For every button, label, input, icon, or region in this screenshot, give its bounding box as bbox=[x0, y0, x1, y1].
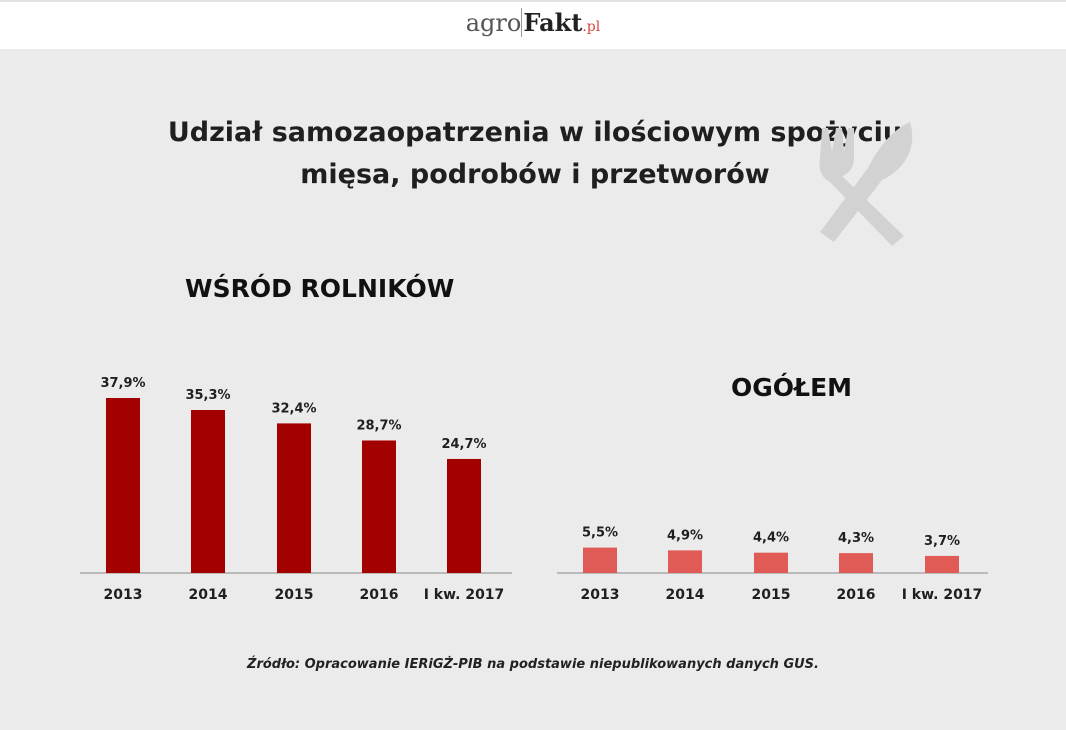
total-value-label-1: 4,9% bbox=[667, 528, 703, 543]
farmers-value-label-0: 37,9% bbox=[100, 376, 145, 391]
farmers-bar-0 bbox=[106, 398, 140, 573]
total-category-label-3: 2016 bbox=[837, 587, 876, 603]
farmers-category-label-0: 2013 bbox=[104, 587, 143, 603]
source-note: Źródło: Opracowanie IERiGŻ-PIB na podsta… bbox=[247, 657, 819, 672]
total-value-label-2: 4,4% bbox=[753, 531, 789, 546]
logo-part-fakt: Fakt bbox=[521, 8, 583, 37]
right-chart-title: OGÓŁEM bbox=[731, 373, 853, 402]
farmers-value-label-2: 32,4% bbox=[271, 401, 316, 416]
left-chart-title: WŚRÓD ROLNIKÓW bbox=[185, 274, 455, 303]
farmers-value-label-4: 24,7% bbox=[441, 437, 486, 452]
farmers-bar-3 bbox=[362, 440, 396, 573]
farmers-bar-2 bbox=[277, 423, 311, 573]
chart-title: Udział samozaopatrzenia w ilościowym spo… bbox=[140, 112, 930, 196]
farmers-value-label-1: 35,3% bbox=[185, 388, 230, 403]
farmers-category-label-3: 2016 bbox=[360, 587, 399, 603]
total-bar-2 bbox=[754, 552, 788, 573]
total-category-label-1: 2014 bbox=[666, 587, 705, 603]
total-value-label-0: 5,5% bbox=[582, 526, 618, 541]
title-line-2: mięsa, podrobów i przetworów bbox=[300, 159, 770, 190]
farmers-bar-4 bbox=[447, 458, 481, 573]
total-bar-1 bbox=[668, 550, 702, 573]
total-category-label-0: 2013 bbox=[581, 587, 620, 603]
farmers-category-label-2: 2015 bbox=[275, 587, 314, 603]
total-value-label-4: 3,7% bbox=[924, 534, 960, 549]
logo-part-agro: agro bbox=[465, 9, 522, 37]
title-line-1: Udział samozaopatrzenia w ilościowym spo… bbox=[167, 117, 903, 148]
total-bar-3 bbox=[839, 553, 873, 573]
fork-knife-icon bbox=[819, 122, 913, 246]
total-category-label-4: I kw. 2017 bbox=[902, 587, 983, 603]
total-category-label-2: 2015 bbox=[752, 587, 791, 603]
total-bar-4 bbox=[925, 555, 959, 573]
total-value-label-3: 4,3% bbox=[838, 531, 874, 546]
logo-part-domain: .pl bbox=[582, 19, 601, 35]
site-logo[interactable]: agroFakt.pl bbox=[0, 8, 1066, 37]
total-bar-0 bbox=[583, 547, 617, 573]
farmers-value-label-3: 28,7% bbox=[356, 418, 401, 433]
farmers-category-label-4: I kw. 2017 bbox=[424, 587, 505, 603]
farmers-bar-1 bbox=[191, 410, 225, 573]
top-bar: agroFakt.pl bbox=[0, 0, 1066, 49]
farmers-category-label-1: 2014 bbox=[189, 587, 228, 603]
